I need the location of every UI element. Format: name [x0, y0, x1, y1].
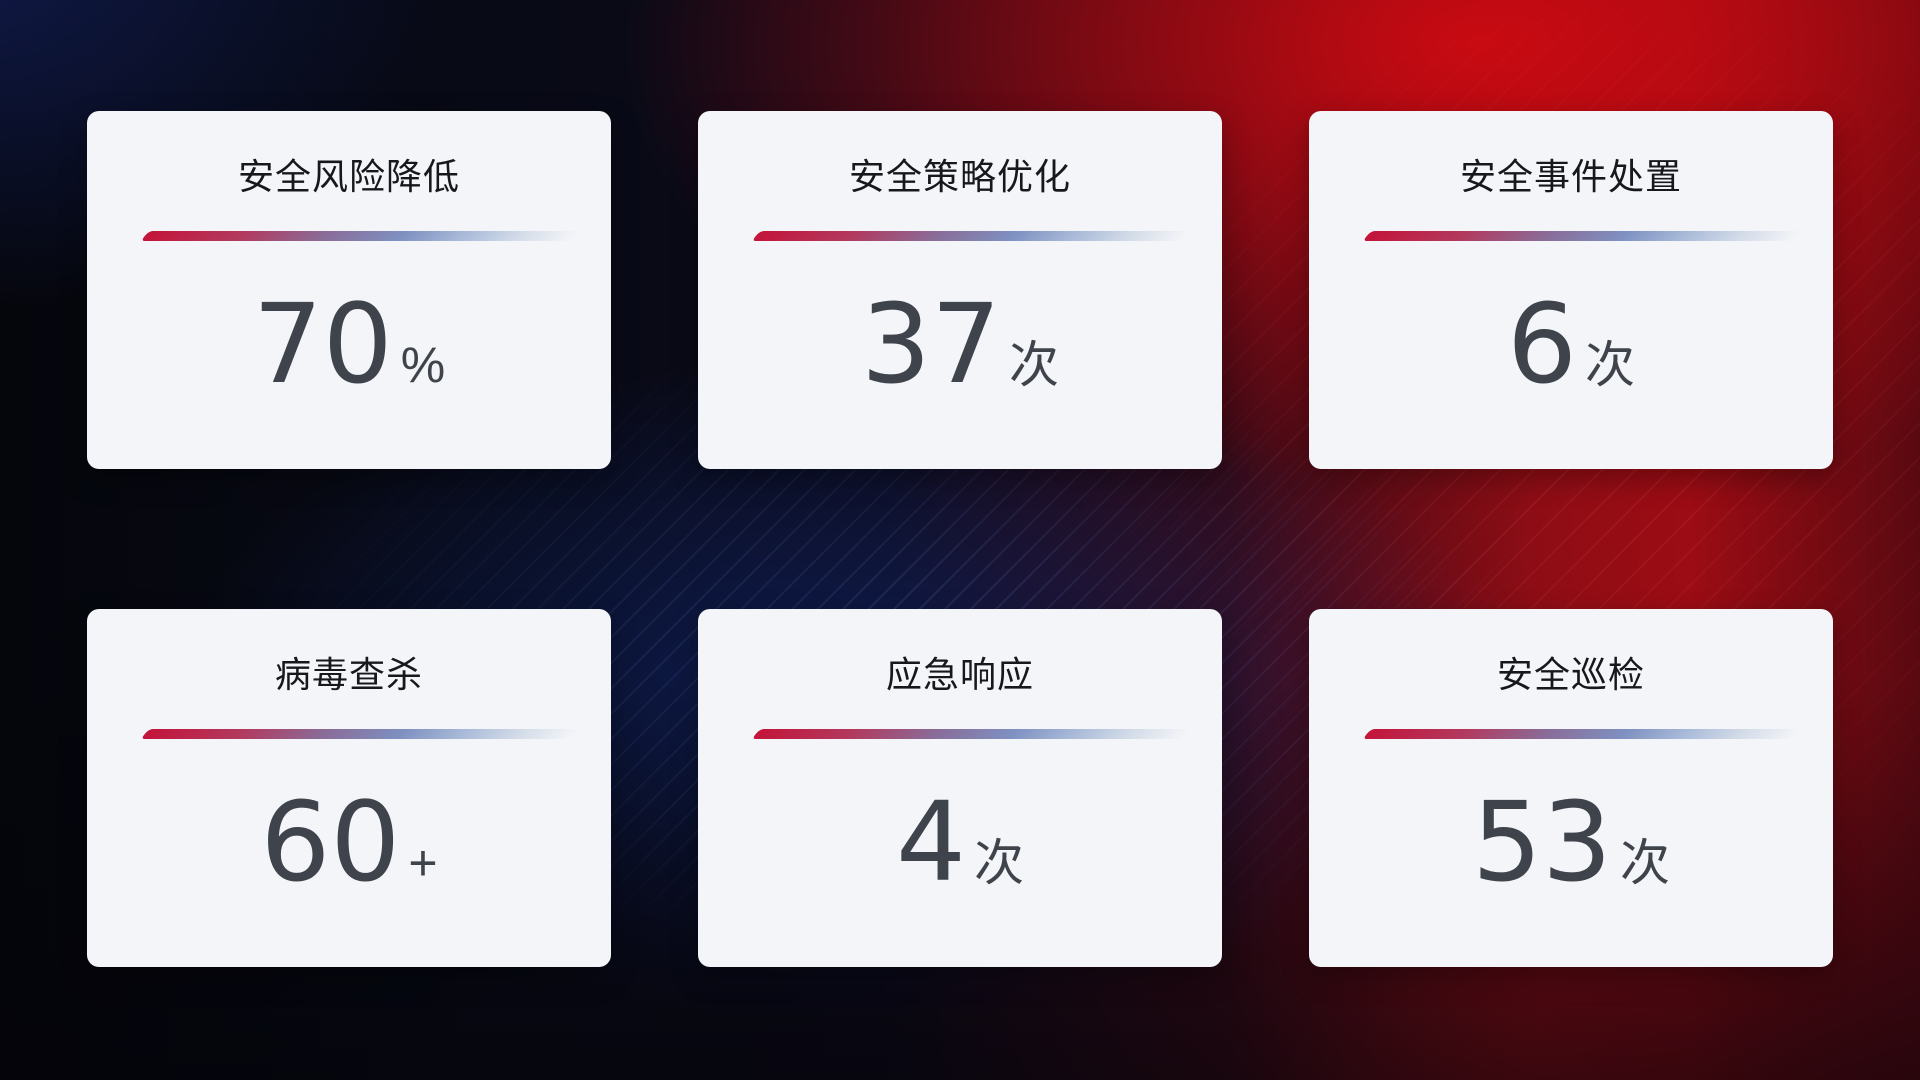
gradient-divider [751, 729, 1204, 740]
stat-card-incident-handling: 安全事件处置 6 次 [1309, 111, 1833, 469]
stat-value: 37 [861, 280, 1001, 409]
stat-unit: 次 [974, 835, 1024, 892]
stat-card-emergency-response: 应急响应 4 次 [698, 609, 1222, 967]
stat-card-title: 安全策略优化 [848, 156, 1071, 197]
stat-card-title: 安全巡检 [1496, 654, 1645, 695]
stat-card-title: 安全风险降低 [237, 156, 460, 197]
stat-card-title: 病毒查杀 [274, 654, 423, 695]
stat-value-row: 60 + [87, 787, 611, 897]
stats-grid: 安全风险降低 70 % 安全策略优化 37 次 安全事件处置 6 次 病毒查杀 … [87, 111, 1833, 967]
stat-value-row: 4 次 [698, 787, 1222, 897]
stat-card-virus-scan: 病毒查杀 60 + [87, 609, 611, 967]
gradient-divider [140, 231, 593, 242]
stat-card-policy-optimization: 安全策略优化 37 次 [698, 111, 1222, 469]
stat-card-title: 应急响应 [885, 654, 1034, 695]
gradient-divider [140, 729, 593, 740]
stat-unit: 次 [1008, 337, 1059, 394]
stat-unit: + [408, 835, 438, 892]
stat-value: 4 [896, 778, 966, 907]
gradient-divider [751, 231, 1204, 242]
stat-unit: % [400, 337, 446, 394]
stat-card-title: 安全事件处置 [1459, 156, 1682, 197]
gradient-divider [1362, 231, 1815, 242]
stat-value-row: 37 次 [698, 289, 1222, 399]
stat-value: 60 [260, 778, 401, 907]
stat-unit: 次 [1619, 835, 1670, 892]
stat-value: 53 [1472, 778, 1612, 907]
stat-value-row: 70 % [87, 289, 611, 399]
stat-value: 6 [1507, 280, 1577, 409]
gradient-divider [1362, 729, 1815, 740]
stat-value: 70 [252, 280, 393, 409]
stat-card-risk-reduction: 安全风险降低 70 % [87, 111, 611, 469]
stat-value-row: 53 次 [1309, 787, 1833, 897]
stat-card-security-inspection: 安全巡检 53 次 [1309, 609, 1833, 967]
stat-value-row: 6 次 [1309, 289, 1833, 399]
stat-unit: 次 [1585, 337, 1635, 394]
